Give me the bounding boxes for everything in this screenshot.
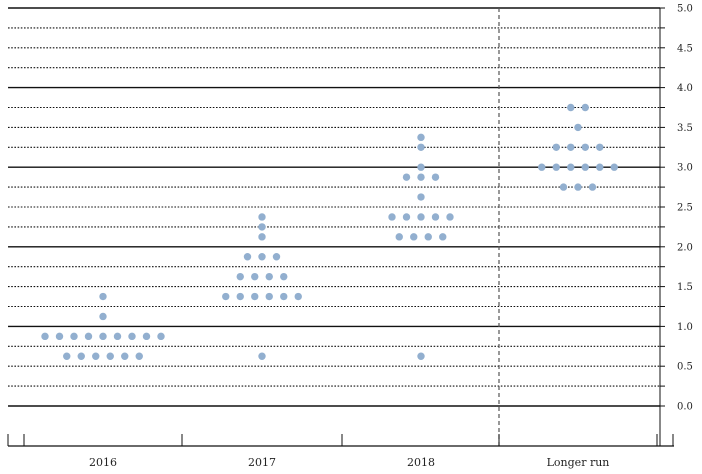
participant-dot bbox=[417, 143, 425, 151]
participant-dot bbox=[424, 233, 432, 241]
participant-dot bbox=[610, 163, 618, 171]
y-tick-label: 1.5 bbox=[677, 282, 693, 293]
participant-dot bbox=[431, 213, 440, 221]
participant-dot bbox=[567, 103, 575, 112]
participant-dot bbox=[588, 183, 597, 191]
grid-layer bbox=[8, 7, 660, 407]
participant-dot bbox=[417, 133, 425, 142]
participant-dot bbox=[410, 233, 418, 241]
participant-dot bbox=[258, 352, 266, 360]
participant-dot bbox=[439, 233, 447, 241]
participant-dot bbox=[258, 213, 266, 221]
participant-dot bbox=[55, 332, 64, 341]
y-tick-label: 0.0 bbox=[677, 402, 693, 413]
participant-dot bbox=[431, 173, 440, 181]
participant-dot bbox=[417, 352, 425, 360]
participant-dot bbox=[258, 253, 266, 261]
participant-dot bbox=[395, 233, 403, 241]
participant-dot bbox=[251, 292, 259, 301]
participant-dot bbox=[113, 332, 122, 341]
dots-layer bbox=[41, 103, 618, 360]
participant-dot bbox=[236, 292, 244, 301]
participant-dot bbox=[552, 143, 560, 151]
participant-dot bbox=[388, 213, 396, 221]
x-category-label: 2017 bbox=[248, 456, 276, 469]
participant-dot bbox=[92, 352, 100, 360]
participant-dot bbox=[417, 163, 425, 171]
participant-dot bbox=[417, 173, 425, 181]
participant-dot bbox=[99, 312, 107, 321]
participant-dot bbox=[265, 292, 273, 301]
y-tick-label: 4.0 bbox=[677, 83, 693, 94]
participant-dot bbox=[236, 272, 244, 281]
x-category-label: 2016 bbox=[89, 456, 117, 469]
participant-dot bbox=[446, 213, 454, 221]
participant-dot bbox=[581, 163, 589, 171]
participant-dot bbox=[280, 292, 288, 301]
participant-dot bbox=[272, 253, 281, 261]
participant-dot bbox=[538, 163, 546, 171]
participant-dot bbox=[251, 272, 259, 281]
participant-dot bbox=[70, 332, 78, 341]
participant-dot bbox=[574, 123, 582, 132]
participant-dot bbox=[157, 332, 165, 341]
x-category-label: 2018 bbox=[407, 456, 435, 469]
participant-dot bbox=[294, 292, 302, 301]
y-tick-label: 0.5 bbox=[677, 362, 693, 373]
participant-dot bbox=[417, 193, 425, 201]
participant-dot bbox=[63, 352, 71, 360]
participant-dot bbox=[84, 332, 93, 341]
y-tick-label: 4.5 bbox=[677, 43, 693, 54]
participant-dot bbox=[581, 143, 589, 151]
y-tick-label: 3.0 bbox=[677, 163, 693, 174]
participant-dot bbox=[41, 332, 49, 341]
participant-dot bbox=[77, 352, 85, 360]
participant-dot bbox=[142, 332, 151, 341]
axis-layer bbox=[7, 7, 674, 447]
participant-dot bbox=[258, 223, 266, 231]
participant-dot bbox=[596, 163, 604, 171]
y-tick-label: 1.0 bbox=[677, 322, 693, 333]
participant-dot bbox=[559, 183, 568, 191]
participant-dot bbox=[265, 272, 273, 281]
x-category-label: Longer run bbox=[547, 456, 610, 469]
y-tick-label: 2.0 bbox=[677, 242, 693, 253]
participant-dot bbox=[243, 253, 252, 261]
participant-dot bbox=[581, 103, 589, 112]
participant-dot bbox=[280, 272, 288, 281]
participant-dot bbox=[596, 143, 604, 151]
participant-dot bbox=[567, 163, 575, 171]
y-tick-label: 2.5 bbox=[677, 203, 693, 214]
participant-dot bbox=[135, 352, 143, 360]
y-tick-label: 3.5 bbox=[677, 123, 693, 134]
participant-dot bbox=[574, 183, 582, 191]
participant-dot bbox=[99, 332, 107, 341]
participant-dot bbox=[106, 352, 114, 360]
participant-dot bbox=[121, 352, 129, 360]
participant-dot bbox=[258, 233, 266, 241]
participant-dot bbox=[567, 143, 575, 151]
participant-dot bbox=[402, 213, 411, 221]
labels-layer: 5.0 4.5 4.0 3.5 3.0 2.5 2.0 1.5 1.0 0.5 0.0 2016 201… bbox=[89, 4, 693, 470]
y-tick-label: 5.0 bbox=[677, 4, 693, 15]
participant-dot bbox=[222, 292, 230, 301]
participant-dot bbox=[402, 173, 411, 181]
participant-dot bbox=[99, 292, 107, 301]
participant-dot bbox=[552, 163, 560, 171]
participant-dot bbox=[417, 213, 425, 221]
participant-dot bbox=[128, 332, 136, 341]
